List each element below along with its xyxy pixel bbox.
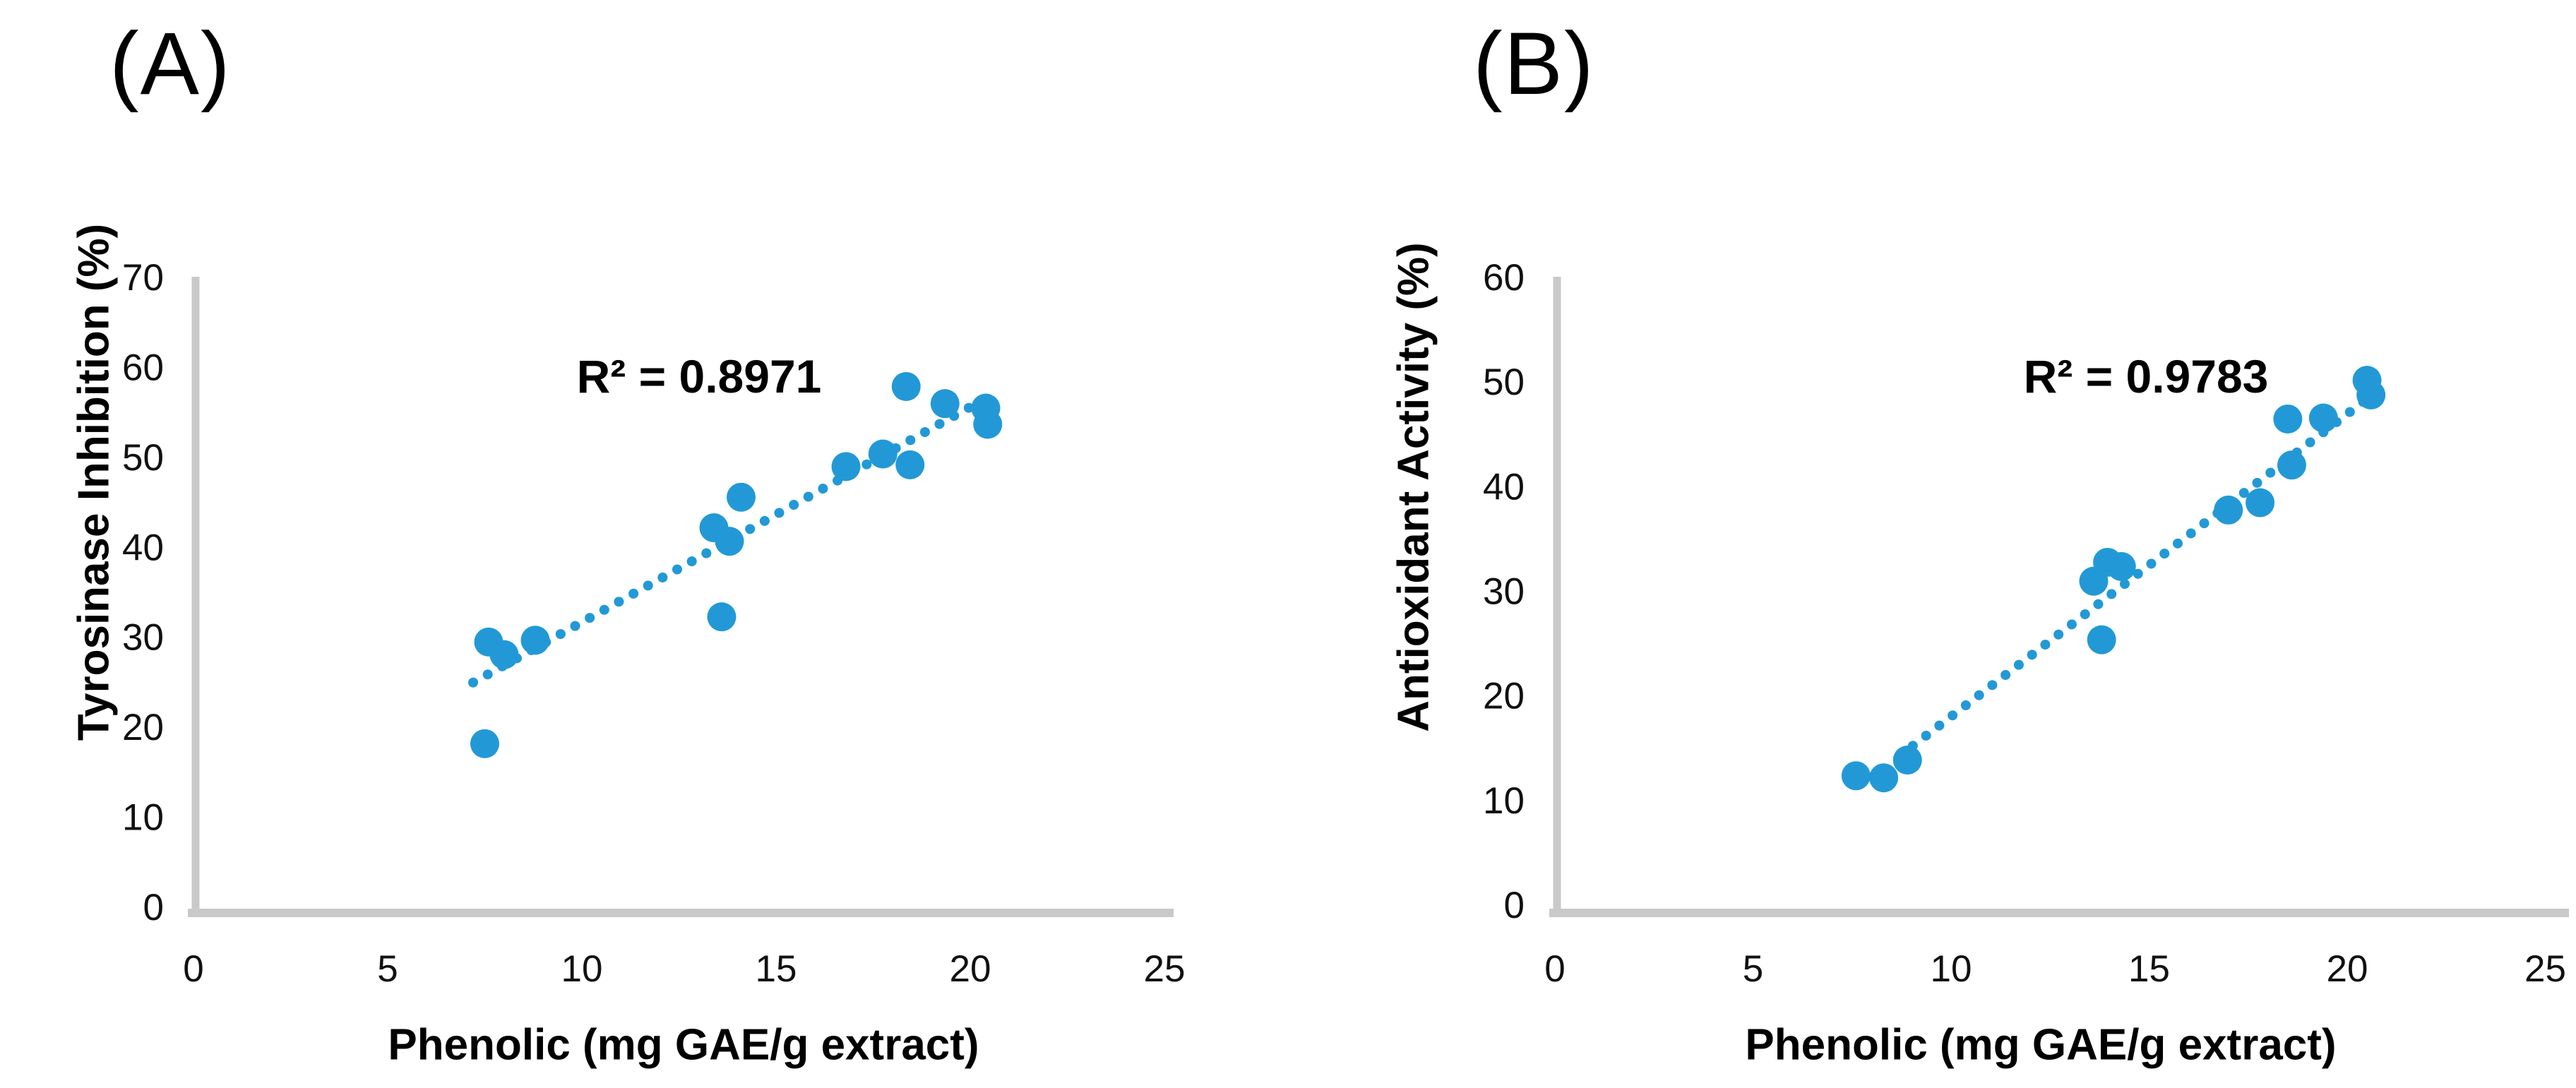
data-point [891, 371, 921, 401]
data-point [895, 450, 925, 479]
x-tick-label: 0 [183, 948, 203, 990]
y-tick-label: 50 [122, 437, 164, 479]
panel-b-x-axis-title: Phenolic (mg GAE/g extract) [1745, 1020, 2337, 1070]
y-tick-label: 50 [1483, 361, 1525, 403]
x-tick-label: 15 [2128, 948, 2170, 990]
x-tick-label: 5 [377, 948, 398, 990]
x-tick-label: 25 [2524, 948, 2566, 990]
data-point [489, 640, 519, 669]
x-tick-label: 20 [950, 948, 991, 990]
y-tick-label: 0 [1504, 885, 1525, 926]
y-tick-label: 10 [122, 797, 164, 839]
x-tick-label: 5 [1743, 948, 1763, 990]
data-point [2106, 551, 2136, 581]
data-point [2087, 625, 2116, 654]
data-point [2214, 495, 2243, 525]
x-tick-label: 15 [756, 948, 797, 990]
x-tick-label: 10 [1931, 948, 1972, 990]
data-point [727, 482, 756, 512]
x-tick-label: 0 [1544, 948, 1565, 990]
y-tick-label: 10 [1483, 780, 1525, 822]
y-tick-label: 60 [122, 347, 164, 388]
panel-a-x-axis-title: Phenolic (mg GAE/g extract) [388, 1020, 979, 1070]
y-tick-label: 30 [1483, 570, 1525, 612]
data-point [715, 527, 744, 556]
data-point [470, 729, 499, 758]
data-point [1841, 761, 1871, 791]
data-point [973, 410, 1003, 439]
x-tick-label: 25 [1144, 948, 1186, 990]
data-point [2308, 403, 2338, 433]
y-tick-label: 30 [122, 617, 164, 659]
r-squared-label: R² = 0.9783 [2024, 350, 2269, 402]
r-squared-label: R² = 0.8971 [577, 350, 822, 402]
data-point [1892, 746, 1922, 775]
panel-b-label: (B) [1473, 15, 1595, 113]
trendline [1895, 388, 2380, 761]
y-tick-label: 0 [143, 887, 164, 928]
data-point [707, 602, 737, 632]
y-tick-label: 20 [122, 707, 164, 748]
data-point [2273, 404, 2303, 434]
data-point [2356, 380, 2386, 410]
data-point [520, 626, 550, 655]
y-tick-label: 60 [1483, 257, 1525, 299]
panel-a-label: (A) [109, 15, 232, 113]
x-tick-label: 20 [2327, 948, 2368, 990]
data-point [2246, 488, 2275, 518]
y-tick-label: 20 [1483, 676, 1525, 717]
y-tick-label: 70 [122, 257, 164, 299]
panel-a-scatter-chart: 0 10 20 30 40 50 60 70 0 5 10 15 20 25 R² = 0.8971 [122, 257, 1186, 990]
y-tick-label: 40 [122, 527, 164, 568]
data-point [2277, 450, 2306, 480]
data-point [1869, 763, 1899, 793]
data-point [831, 452, 861, 482]
y-tick-label: 40 [1483, 466, 1525, 508]
data-point [868, 439, 898, 469]
x-tick-label: 10 [561, 948, 603, 990]
data-point [930, 389, 960, 419]
panel-b-scatter-chart: 0 10 20 30 40 50 60 0 5 10 15 20 25 R² = 0.9783 [1483, 257, 2569, 990]
